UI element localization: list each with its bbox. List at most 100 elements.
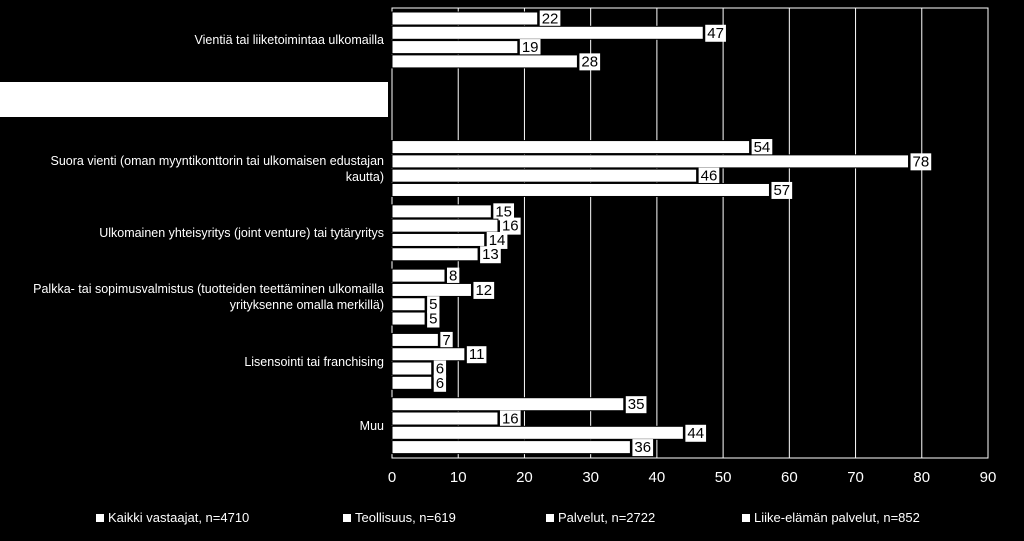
value-label: 13 [482,246,499,263]
bar [391,140,751,155]
value-label-bg [499,217,521,235]
value-label: 6 [436,375,444,392]
value-label: 5 [429,311,437,328]
bar [391,54,578,69]
bar [391,232,486,247]
legend-label: Kaikki vastaajat, n=4710 [108,510,250,525]
bar [391,168,698,183]
value-label-bg [579,53,601,71]
bar [391,297,426,312]
value-label: 5 [429,296,437,313]
legend-item: Liike-elämän palvelut, n=852 [742,510,920,525]
bar [391,411,499,426]
value-label-bg [698,167,720,185]
category-label: Ulkomainen yhteisyritys (joint venture) … [99,226,384,240]
bar [391,361,433,376]
x-tick-label: 70 [847,469,864,486]
bar [391,247,479,262]
value-label-bg [440,331,453,349]
legend-item: Palvelut, n=2722 [546,510,655,525]
value-label-bg [685,424,707,442]
value-label-bg [625,396,647,414]
value-label: 15 [495,203,512,220]
bar [391,425,684,440]
x-tick-label: 50 [715,469,732,486]
bar [391,25,704,40]
category-label: Palkka- tai sopimusvalmistus (tuotteiden… [33,282,384,313]
bar [391,154,910,169]
value-label-bg [751,139,773,157]
value-label-bg [480,246,501,264]
value-label: 19 [522,39,539,56]
category-label: Suora vienti (oman myyntikonttorin tai u… [50,153,384,184]
value-label-bg [486,231,508,249]
value-label-bg [473,281,495,299]
bar [391,182,770,197]
value-label: 8 [449,268,457,285]
value-label-bg [427,296,440,314]
value-label-bg [427,310,440,328]
legend-item: Kaikki vastaajat, n=4710 [96,510,249,525]
highlight-row [0,82,388,117]
x-tick-label: 20 [516,469,533,486]
bar [391,375,433,390]
value-label-bg [433,374,447,392]
x-tick-label: 90 [980,469,997,486]
value-label-bg [466,346,487,364]
legend-swatch [742,513,750,522]
bar [391,218,499,233]
bar [391,397,625,412]
x-tick-label: 0 [388,469,396,486]
legend-swatch [546,513,554,522]
legend-swatch [343,513,351,522]
value-label: 14 [489,232,506,249]
value-label-bg [539,10,561,28]
bar [391,347,466,362]
value-label-bg [632,439,654,457]
value-label: 78 [913,153,930,170]
category-label: Muu [359,418,384,433]
value-label: 57 [773,182,790,199]
value-label: 44 [687,425,704,442]
bar [391,332,439,347]
legend: Kaikki vastaajat, n=4710 Teollisuus, n=61… [0,508,1024,530]
x-tick-label: 10 [450,469,467,486]
value-label-bg [771,181,793,199]
value-label: 36 [634,439,651,456]
bar [391,204,492,219]
value-label: 16 [502,410,519,427]
x-tick-label: 80 [913,469,930,486]
value-label: 6 [436,360,444,377]
legend-label: Palvelut, n=2722 [558,510,656,525]
x-tick-label: 40 [649,469,666,486]
x-tick-label: 60 [781,469,798,486]
value-label: 16 [502,218,519,235]
value-label: 28 [581,53,598,70]
value-label-bg [910,153,932,171]
x-tick-label: 30 [582,469,599,486]
value-label: 35 [628,396,645,413]
bar [391,11,539,26]
value-label-bg [433,360,447,378]
legend-swatch [96,513,104,522]
value-label: 47 [707,25,724,42]
value-label: 7 [442,332,450,349]
legend-label: Teollisuus, n=619 [355,510,456,525]
bar [391,40,519,55]
bar [391,440,631,455]
value-label-bg [499,410,521,428]
value-label: 22 [542,10,559,27]
category-label: Lisensointi tai franchising [244,354,384,369]
value-label: 54 [754,139,771,156]
bar [391,311,426,326]
value-label: 12 [475,282,492,299]
bar [391,268,446,283]
value-label-bg [493,203,515,221]
legend-label: Liike-elämän palvelut, n=852 [754,510,920,525]
value-label: 46 [701,168,718,185]
value-label-bg [705,24,726,42]
legend-item: Teollisuus, n=619 [343,510,456,525]
category-label: Vientiä tai liiketoimintaa ulkomailla [194,33,384,48]
